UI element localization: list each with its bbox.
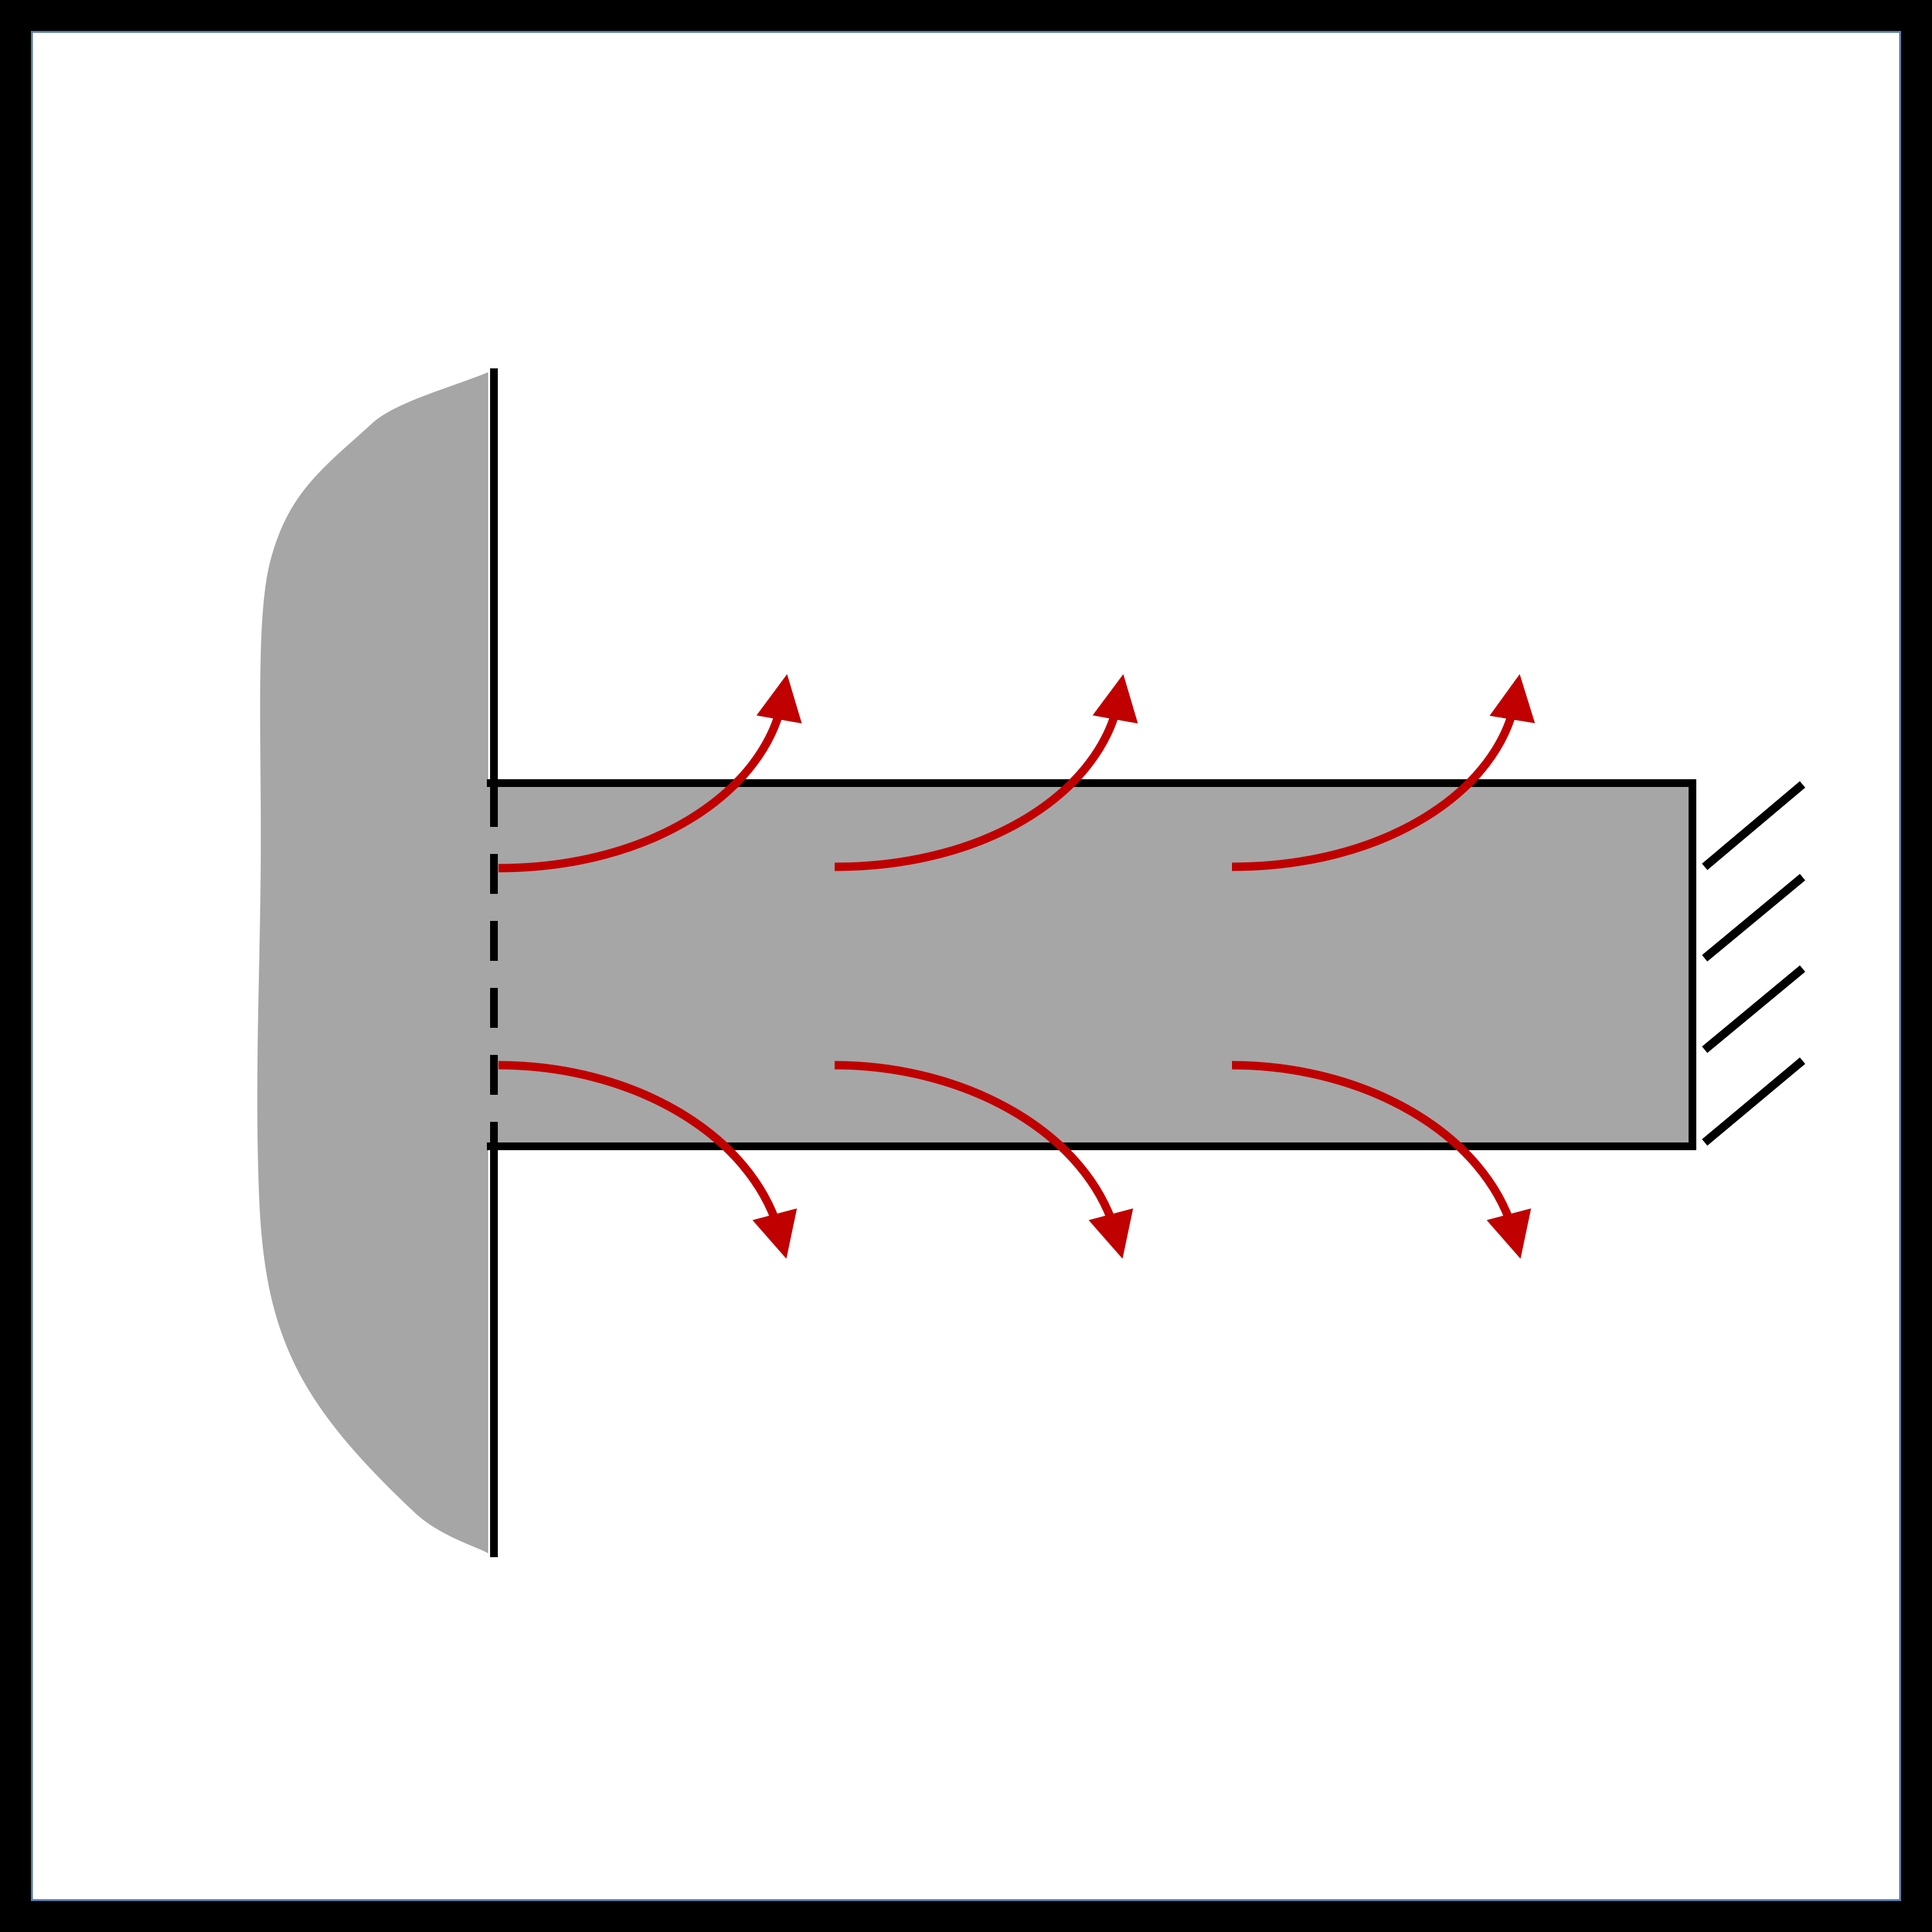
rectangular-fin (487, 779, 1696, 1150)
hatch-line-4 (1701, 1057, 1806, 1146)
flow-arrows-up (498, 674, 1535, 873)
hatched-wall-support (1701, 781, 1806, 1146)
curved-arrow-up-1 (498, 674, 802, 873)
curved-arrow-down-3 (1231, 1061, 1531, 1259)
flow-arrows-down (498, 1061, 1531, 1259)
curved-arrow-up-3 (1231, 674, 1535, 871)
curved-arrow-down-1 (498, 1061, 797, 1259)
curved-arrow-up-2 (834, 674, 1138, 871)
hatch-line-3 (1701, 965, 1806, 1054)
hatch-line-1 (1701, 781, 1806, 870)
hatch-line-2 (1701, 873, 1806, 962)
reservoir-blob (257, 372, 488, 1553)
curved-arrow-down-2 (834, 1061, 1133, 1259)
